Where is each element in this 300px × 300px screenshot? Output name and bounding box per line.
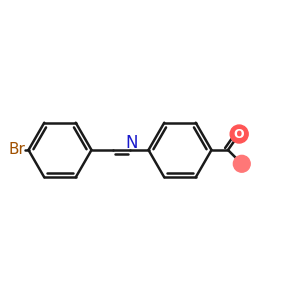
Text: N: N xyxy=(125,134,138,152)
Circle shape xyxy=(230,125,248,143)
Text: Br: Br xyxy=(8,142,25,158)
Circle shape xyxy=(233,155,250,172)
Text: O: O xyxy=(234,128,244,140)
